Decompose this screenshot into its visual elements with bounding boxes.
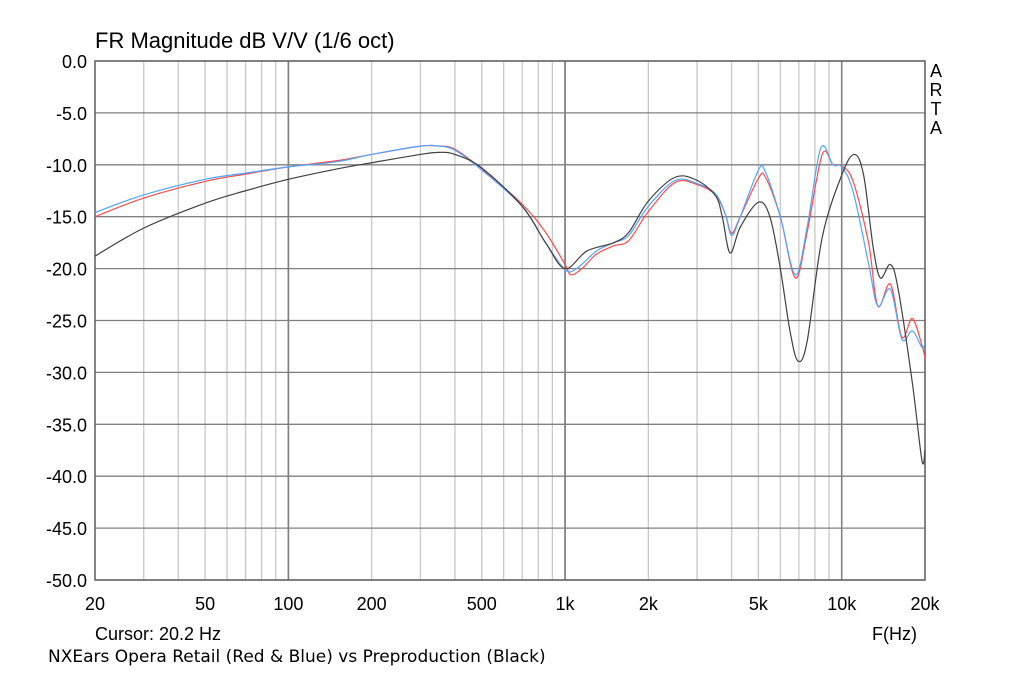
x-axis-label: F(Hz): [872, 624, 917, 644]
x-tick-label: 1k: [556, 594, 576, 614]
y-tick-label: -45.0: [46, 519, 87, 539]
y-tick-label: -30.0: [46, 363, 87, 383]
x-tick-label: 10k: [827, 594, 857, 614]
x-tick-label: 50: [195, 594, 215, 614]
y-tick-label: 0.0: [62, 52, 87, 72]
x-tick-label: 200: [357, 594, 387, 614]
x-tick-label: 20k: [910, 594, 940, 614]
x-tick-label: 20: [85, 594, 105, 614]
cursor-readout: Cursor: 20.2 Hz: [95, 624, 222, 644]
x-tick-label: 100: [273, 594, 303, 614]
y-tick-label: -20.0: [46, 260, 87, 280]
caption: NXEars Opera Retail (Red & Blue) vs Prep…: [48, 647, 546, 667]
x-tick-label: 5k: [749, 594, 769, 614]
y-tick-label: -35.0: [46, 415, 87, 435]
y-tick-label: -10.0: [46, 156, 87, 176]
y-tick-label: -50.0: [46, 571, 87, 591]
y-tick-label: -5.0: [56, 104, 87, 124]
plot-frame: [94, 60, 926, 581]
chart-title: FR Magnitude dB V/V (1/6 oct): [95, 28, 395, 53]
y-tick-label: -15.0: [46, 208, 87, 228]
series-line-1: [94, 144, 926, 349]
y-tick-label: -40.0: [46, 467, 87, 487]
y-tick-label: -25.0: [46, 312, 87, 332]
series-line-2: [94, 151, 926, 465]
x-tick-label: 500: [467, 594, 497, 614]
x-tick-label: 2k: [639, 594, 659, 614]
